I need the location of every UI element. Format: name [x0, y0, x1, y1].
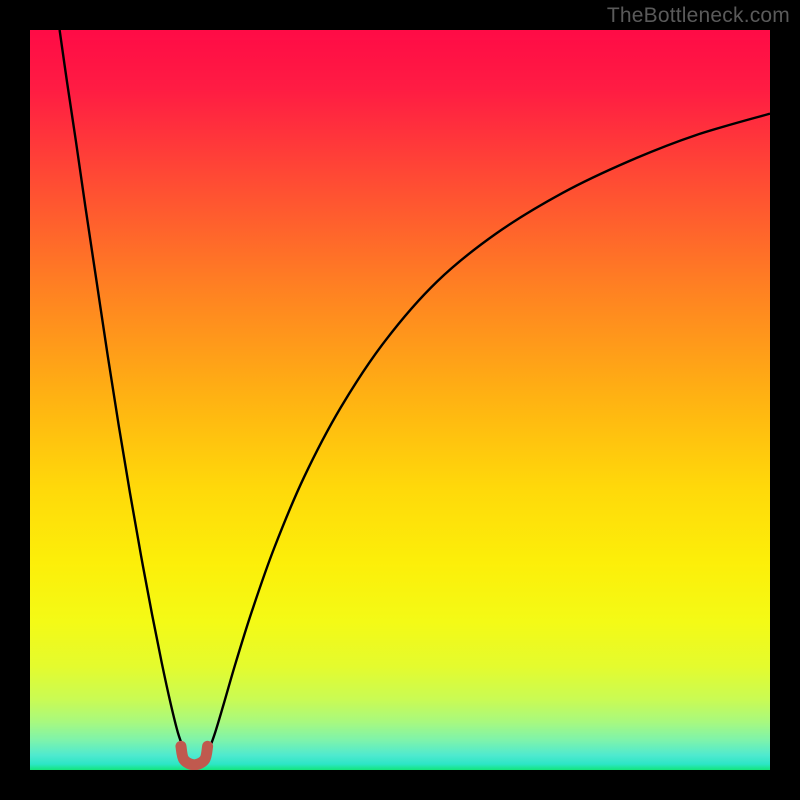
- chart-container: { "attribution": "TheBottleneck.com", "c…: [0, 0, 800, 800]
- attribution-text: TheBottleneck.com: [607, 4, 790, 28]
- bottleneck-chart: [0, 0, 800, 800]
- gradient-background: [30, 30, 770, 770]
